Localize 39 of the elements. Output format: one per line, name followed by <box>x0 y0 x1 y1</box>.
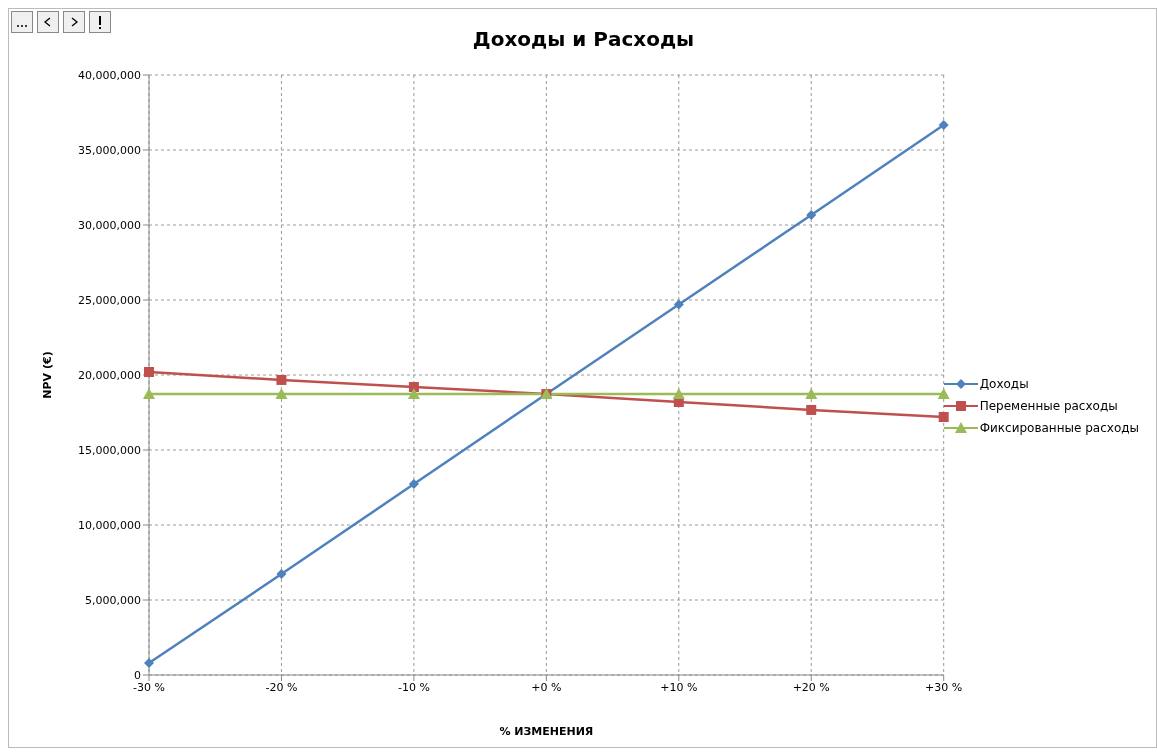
y-tick-label: 10,000,000 <box>78 518 141 532</box>
y-tick-label: 5,000,000 <box>85 593 141 607</box>
x-tick-label: -10 % <box>397 680 430 694</box>
point <box>672 388 685 400</box>
x-axis-title: % ИЗМЕНЕНИЯ <box>499 725 594 738</box>
legend-label: Фиксированные расходы <box>979 421 1139 435</box>
x-tick-label: +20 % <box>792 680 830 694</box>
point <box>407 388 420 400</box>
point <box>806 404 817 415</box>
point <box>938 119 949 130</box>
point <box>276 569 287 580</box>
point <box>143 388 155 400</box>
point <box>408 382 419 392</box>
x-tick-label: -30 % <box>133 680 165 694</box>
point <box>275 388 288 400</box>
x-tick-label: +10 % <box>660 680 698 694</box>
legend-label: Переменные расходы <box>979 399 1118 413</box>
chart-title: Доходы и Расходы <box>471 27 696 51</box>
x-tick-label: -20 % <box>265 680 298 694</box>
y-tick-label: 15,000,000 <box>78 443 141 457</box>
point <box>144 367 154 377</box>
point <box>937 388 950 400</box>
point <box>276 374 287 385</box>
y-tick-label: 20,000,000 <box>78 368 141 382</box>
y-tick-label: 25,000,000 <box>78 293 141 307</box>
point <box>144 658 154 668</box>
y-tick-label: 0 <box>134 668 141 682</box>
x-tick-label: +0 % <box>531 680 562 694</box>
point <box>805 388 818 400</box>
point <box>806 209 817 220</box>
point <box>408 479 419 490</box>
y-axis-title: NPV (€) <box>40 351 54 399</box>
y-tick-label: 40,000,000 <box>78 68 141 82</box>
point <box>673 299 684 310</box>
y-tick-label: 35,000,000 <box>78 143 141 157</box>
legend-label: Доходы <box>979 377 1029 391</box>
x-tick-label: +30 % <box>925 680 963 694</box>
point <box>938 412 949 422</box>
y-tick-label: 30,000,000 <box>78 218 141 232</box>
